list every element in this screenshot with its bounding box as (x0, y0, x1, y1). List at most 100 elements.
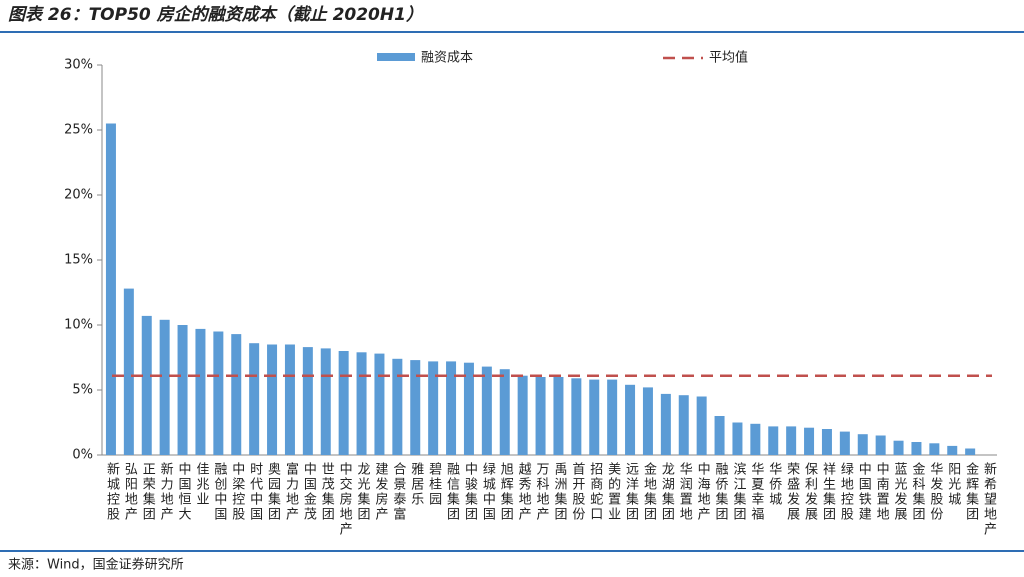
bar (589, 379, 600, 455)
bar (714, 416, 725, 455)
x-tick-label: 碧桂园 (426, 462, 442, 507)
x-tick-label: 中梁控股 (229, 462, 245, 522)
x-tick-label: 融信集团 (444, 462, 460, 522)
bar (213, 331, 224, 455)
bar (320, 348, 331, 455)
x-tick-label: 禹洲集团 (551, 462, 567, 522)
bar (678, 395, 689, 455)
x-tick-label: 正荣集团 (139, 462, 155, 522)
bar (625, 384, 636, 455)
x-tick-label: 荣盛发展 (784, 462, 800, 522)
x-tick-label: 世茂集团 (318, 462, 334, 522)
x-tick-label: 佳兆业 (193, 462, 209, 507)
x-tick-label: 华润置地 (676, 462, 692, 522)
bar (965, 448, 976, 455)
bar (446, 361, 457, 455)
bar (141, 315, 152, 455)
x-tick-label: 中交房地产 (336, 462, 352, 537)
bar (821, 429, 832, 455)
bar (571, 378, 582, 455)
x-tick-label: 绿地控股 (837, 462, 853, 522)
bar (410, 360, 421, 455)
bar (499, 369, 510, 455)
x-tick-label: 远洋集团 (623, 462, 639, 522)
y-tick-label: 5% (72, 383, 93, 398)
bar (732, 422, 743, 455)
x-tick-label: 金辉集团 (963, 462, 979, 522)
x-tick-label: 雅居乐 (408, 462, 424, 507)
x-tick-label: 建发房产 (372, 462, 388, 522)
x-tick-label: 华夏幸福 (748, 462, 764, 522)
x-tick-label: 融创中国 (211, 462, 227, 522)
bar (105, 123, 116, 455)
x-tick-label: 金地集团 (640, 462, 656, 522)
chart-title: 图表 26：TOP50 房企的融资成本（截止 2020H1） (8, 5, 423, 25)
x-tick-label: 招商蛇口 (587, 462, 603, 522)
bar (302, 347, 313, 455)
x-tick-label: 弘阳地产 (121, 462, 137, 522)
bar (374, 353, 385, 455)
bar (642, 387, 653, 455)
x-tick-label: 保利发展 (802, 462, 818, 522)
bar (750, 423, 761, 455)
bar (428, 361, 439, 455)
x-tick-label: 合景泰富 (390, 462, 406, 522)
y-tick-label: 25% (64, 123, 93, 138)
bar (696, 396, 707, 455)
x-tick-label: 中国金茂 (300, 462, 316, 522)
x-tick-label: 融侨集团 (712, 462, 728, 522)
bar (267, 344, 278, 455)
bar (947, 445, 958, 455)
x-tick-label: 中国恒大 (175, 462, 191, 522)
bar (893, 440, 904, 455)
x-tick-label: 万科地产 (533, 462, 549, 522)
x-tick-label: 祥生集团 (819, 462, 835, 522)
x-tick-label: 滨江集团 (730, 462, 746, 522)
bar (768, 426, 779, 455)
x-tick-label: 奥园集团 (265, 462, 281, 522)
source-note: 来源：Wind，国金证券研究所 (8, 557, 184, 573)
x-tick-label: 时代中国 (247, 462, 263, 522)
bar (463, 362, 474, 455)
x-tick-label: 旭辉集团 (497, 462, 513, 522)
bar (911, 442, 922, 455)
legend-label: 平均值 (709, 50, 748, 66)
x-tick-label: 新希望地产 (981, 462, 997, 537)
y-tick-label: 15% (64, 253, 93, 268)
x-tick-label: 龙光集团 (354, 462, 370, 522)
x-tick-label: 阳光城 (945, 462, 961, 507)
bar (786, 426, 797, 455)
x-tick-label: 越秀地产 (515, 462, 531, 522)
x-tick-label: 蓝光发展 (891, 462, 907, 522)
x-tick-label: 华发股份 (927, 462, 943, 522)
bar (249, 343, 260, 455)
bar (839, 431, 850, 455)
legend-label: 融资成本 (421, 51, 473, 66)
bar (535, 377, 546, 455)
bar (231, 334, 242, 455)
x-tick-label: 新力地产 (157, 462, 173, 522)
legend-swatch (377, 53, 415, 61)
bar (929, 443, 940, 455)
bar (177, 325, 188, 455)
bar (804, 427, 815, 455)
bar (660, 393, 671, 455)
bar (857, 434, 868, 455)
bar (553, 377, 564, 455)
bar (875, 435, 886, 455)
x-tick-label: 中骏集团 (461, 462, 477, 522)
bar (392, 358, 403, 455)
x-tick-label: 富力地产 (282, 462, 298, 522)
bar (159, 319, 170, 455)
x-tick-label: 美的置业 (605, 462, 621, 522)
x-tick-label: 首开股份 (569, 462, 585, 522)
x-tick-label: 中南置地 (873, 462, 889, 522)
y-tick-label: 30% (64, 58, 93, 73)
bar (338, 351, 349, 455)
bar (284, 344, 295, 455)
x-tick-label: 新城控股 (103, 462, 119, 522)
x-tick-label: 金科集团 (909, 462, 925, 522)
x-tick-label: 中国铁建 (855, 462, 871, 522)
